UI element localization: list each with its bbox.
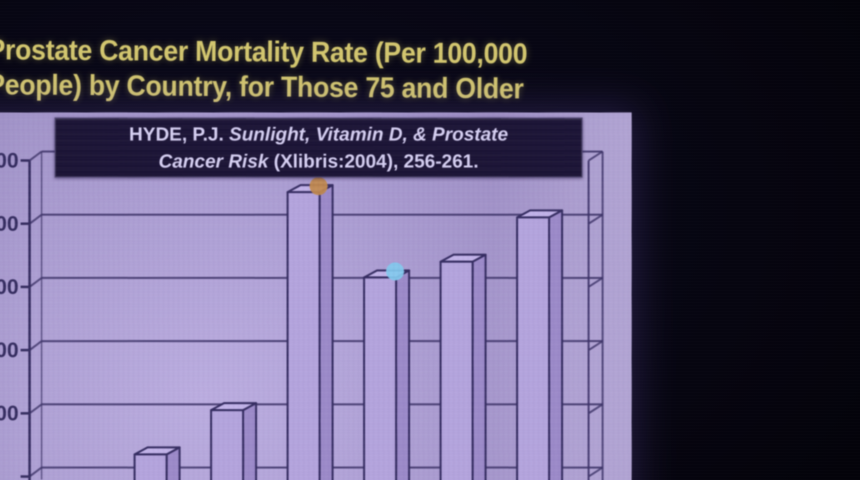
slide-title: Prostate Cancer Mortality Rate (Per 100,… (0, 33, 632, 108)
bar (133, 446, 181, 480)
y-axis-label: 100 (0, 402, 19, 425)
bar (286, 184, 334, 480)
gridline-stub (28, 403, 43, 415)
y-axis-label: 200 (0, 339, 19, 362)
title-line-1: Prostate Cancer Mortality Rate (Per 100,… (0, 34, 528, 71)
right-wall-stub (588, 340, 604, 351)
slide: Prostate Cancer Mortality Rate (Per 100,… (0, 33, 632, 480)
bar (210, 402, 258, 480)
citation-line-2: Cancer Risk (Xlibris:2004), 256-261. (158, 151, 479, 173)
gridline-stub (28, 150, 43, 162)
scanned-chart-page: 100 200 300 400 500 HYDE, P.J. Sunlight, Vit… (0, 112, 632, 480)
right-wall-stub (588, 277, 604, 288)
blue-marker-dot (386, 262, 405, 281)
gridline-stub (28, 277, 43, 288)
bar (363, 269, 411, 480)
citation-line-1: HYDE, P.J. Sunlight, Vitamin D, & Prosta… (129, 124, 509, 146)
right-wall-stub (588, 150, 604, 162)
bar (516, 209, 564, 480)
right-wall-stub (588, 403, 604, 415)
title-line-2: People) by Country, for Those 75 and Old… (0, 69, 524, 106)
orange-marker-dot (309, 177, 328, 196)
gridline-stub (28, 340, 43, 351)
y-axis-label: 300 (0, 276, 19, 299)
gridline-stub (28, 213, 43, 225)
bar (439, 253, 487, 480)
mortality-bar-chart: 100 200 300 400 500 (0, 150, 604, 480)
right-wall-stub (588, 213, 604, 225)
y-axis-label: 400 (0, 213, 19, 236)
y-axis-label: 500 (0, 150, 19, 173)
right-wall-stub (588, 466, 604, 478)
gridline-stub (28, 466, 43, 478)
citation-box: HYDE, P.J. Sunlight, Vitamin D, & Prosta… (54, 117, 583, 178)
